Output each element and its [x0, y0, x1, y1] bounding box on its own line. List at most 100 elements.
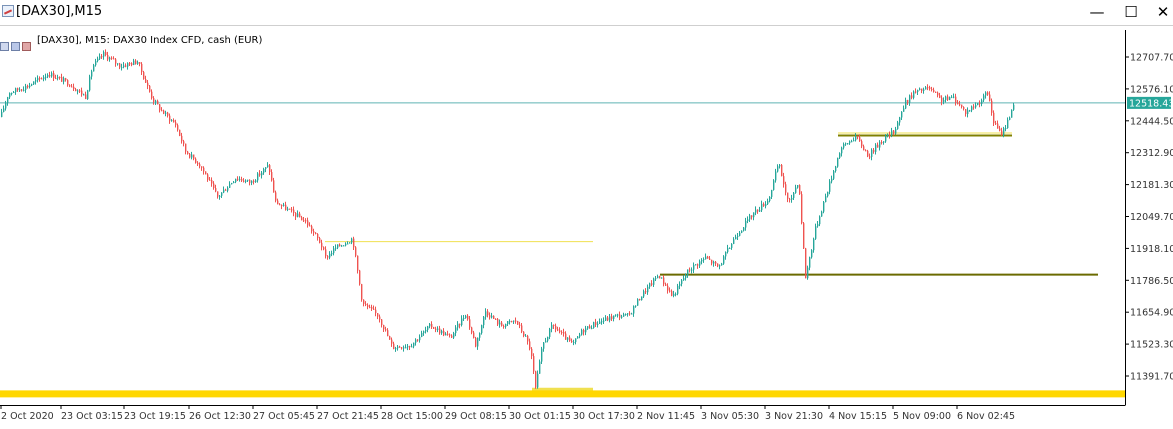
- candlesticks: [1, 49, 1015, 389]
- candle-body: [741, 230, 743, 233]
- candle-body: [595, 322, 597, 325]
- candle-body: [275, 192, 277, 201]
- candle-body: [473, 332, 475, 338]
- candle-body: [617, 314, 619, 316]
- candle-body: [245, 180, 247, 182]
- candle-body: [987, 92, 989, 95]
- candle-body: [67, 80, 69, 86]
- candle-body: [643, 291, 645, 297]
- candle-body: [973, 106, 975, 108]
- candle-body: [963, 107, 965, 110]
- candle-body: [905, 99, 907, 109]
- candle-body: [627, 313, 629, 315]
- candle-body: [387, 330, 389, 337]
- candle-body: [479, 333, 481, 338]
- price-axis[interactable]: 12707.70 12576.10 12444.50 12312.90 12181.30…: [1125, 53, 1173, 383]
- candle-body: [205, 171, 207, 175]
- candle-body: [475, 337, 477, 347]
- candle-body: [153, 98, 155, 102]
- candle-body: [147, 82, 149, 86]
- candle-body: [271, 172, 273, 181]
- candle-body: [585, 328, 587, 333]
- candle-body: [493, 315, 495, 319]
- candle-body: [273, 180, 275, 193]
- candle-body: [287, 208, 289, 210]
- candle-body: [669, 290, 671, 292]
- candle-body: [7, 97, 9, 103]
- candle-body: [953, 96, 955, 98]
- candle-body: [743, 227, 745, 231]
- candle-body: [123, 65, 125, 68]
- candle-body: [829, 181, 831, 192]
- candle-body: [757, 209, 759, 212]
- candle-body: [489, 315, 491, 318]
- current-price-label: 12518.43: [1129, 98, 1173, 109]
- candle-body: [173, 120, 175, 123]
- candle-body: [511, 321, 513, 323]
- candle-body: [421, 332, 423, 337]
- candle-body: [731, 243, 733, 248]
- candle-body: [657, 276, 659, 279]
- candle-body: [453, 333, 455, 338]
- candle-body: [79, 90, 81, 92]
- candle-body: [949, 97, 951, 100]
- candle-body: [27, 85, 29, 88]
- price-tick-label: 11786.50: [1130, 276, 1173, 287]
- candle-body: [547, 336, 549, 341]
- candle-body: [145, 79, 147, 83]
- candle-body: [683, 278, 685, 281]
- candle-body: [691, 269, 693, 271]
- candle-body: [1013, 104, 1015, 110]
- minimize-button[interactable]: —: [1082, 2, 1112, 22]
- candle-body: [913, 91, 915, 98]
- candle-body: [267, 165, 269, 168]
- maximize-button[interactable]: ☐: [1116, 2, 1146, 22]
- candle-body: [789, 198, 791, 200]
- candle-body: [441, 330, 443, 334]
- candle-body: [277, 200, 279, 205]
- candle-body: [39, 78, 41, 80]
- candle-body: [307, 220, 309, 226]
- time-tick-label: 2 Nov 11:45: [637, 411, 695, 422]
- candle-body: [15, 88, 17, 93]
- candle-body: [457, 323, 459, 328]
- candle-body: [885, 135, 887, 142]
- time-tick-label: 30 Oct 17:30: [573, 411, 635, 422]
- candle-body: [915, 91, 917, 93]
- candle-body: [331, 253, 333, 255]
- candle-body: [423, 331, 425, 333]
- candle-body: [343, 245, 345, 247]
- candle-body: [207, 174, 209, 180]
- candle-body: [1, 111, 3, 118]
- candle-body: [509, 321, 511, 323]
- symbol-properties-icon[interactable]: [0, 36, 34, 51]
- candle-body: [33, 81, 35, 85]
- candle-body: [315, 232, 317, 234]
- candle-body: [907, 99, 909, 103]
- candle-body: [177, 125, 179, 130]
- candle-body: [583, 329, 585, 333]
- candle-body: [599, 321, 601, 324]
- candle-body: [523, 331, 525, 336]
- candle-body: [901, 111, 903, 118]
- candle-body: [465, 315, 467, 318]
- candle-body: [187, 151, 189, 155]
- candle-body: [671, 291, 673, 296]
- candle-body: [93, 65, 95, 72]
- candle-body: [219, 195, 221, 197]
- candle-body: [539, 361, 541, 374]
- candle-body: [427, 326, 429, 330]
- candle-body: [629, 313, 631, 315]
- candle-body: [805, 248, 807, 279]
- candle-body: [45, 76, 47, 78]
- chart-window-icon: [2, 5, 14, 17]
- candle-body: [283, 204, 285, 206]
- price-tick-label: 11523.30: [1130, 340, 1173, 351]
- candle-body: [179, 129, 181, 136]
- price-chart[interactable]: 12707.70 12576.10 12444.50 12312.90 12181.30…: [0, 30, 1173, 429]
- time-axis[interactable]: 2 Oct 2020 23 Oct 03:15 23 Oct 19:15 26 Oct…: [0, 405, 1015, 422]
- candle-body: [979, 103, 981, 105]
- close-button[interactable]: ✕: [1148, 2, 1173, 22]
- candle-body: [201, 166, 203, 168]
- candle-body: [447, 333, 449, 335]
